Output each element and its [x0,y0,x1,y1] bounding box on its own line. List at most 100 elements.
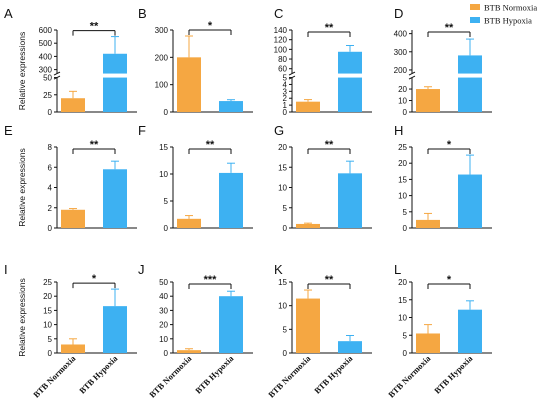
bar-normoxia [296,101,320,112]
panel-letter: I [4,262,8,277]
significance-label: ** [445,22,454,34]
panel-h: H 0 5 10 15 20 25 * [394,123,492,233]
y-axis-label: Relative expressions [17,148,27,226]
axis-break-mark [408,75,416,80]
y-tick-label: 300 [394,48,408,57]
bar-normoxia [61,344,85,353]
x-tick-label: BTB Hypoxia [312,353,355,396]
panel-letter: K [274,262,283,277]
legend-label-normoxia: BTB Normoxia [484,3,537,13]
panel-letter: C [274,6,283,21]
panel-letter: A [4,6,13,21]
y-tick-label: 0 [403,108,408,117]
panel-letter: J [138,262,145,277]
y-tick-label: 140 [274,26,288,35]
y-tick-label: 100 [155,81,169,90]
x-tick-label: BTB Normoxia [386,353,433,400]
bar-hypoxia [219,172,243,228]
x-tick-label: BTB Normoxia [31,353,78,400]
y-tick-label: 3 [283,87,288,96]
y-tick-label: 25 [398,143,407,152]
significance-label: * [447,274,452,286]
significance-label: ** [325,274,334,286]
y-tick-label: 5 [283,74,288,83]
panel-letter: B [138,6,147,21]
panel-k: K 0 5 10 15 BTB Normoxia BTB Hypoxia ** [266,262,372,400]
y-tick-label: 200 [394,66,408,75]
panel-e: E Relative expressions 0 2 4 6 8 ** [4,123,137,233]
x-tick-label: BTB Hypoxia [432,353,475,396]
y-tick-label: 600 [39,26,53,35]
y-tick-label: 300 [39,66,53,75]
bar-normoxia [416,219,440,228]
y-tick-label: 20 [398,159,407,168]
panel-b: B 0 100 200 300 * [138,6,253,117]
legend-swatch-hypoxia [470,17,480,23]
y-tick-label: 40 [159,292,168,301]
y-tick-label: 500 [39,39,53,48]
panel-letter: E [4,123,13,138]
y-tick-label: 5 [403,331,408,340]
panel-letter: L [394,262,401,277]
panel-l: L 0 5 10 15 20 BTB Normoxia BTB Hypoxia * [386,262,492,400]
y-tick-label: 15 [398,296,407,305]
y-tick-label: 10 [398,97,407,106]
y-tick-label: 200 [155,53,169,62]
y-tick-label: 15 [278,163,287,172]
y-tick-label: 5 [164,197,169,206]
y-tick-label: 10 [398,192,407,201]
bar-hypoxia [103,53,127,112]
panel-d: D 0 10 20 200 300 400 ** [394,6,492,117]
y-tick-label: 4 [48,184,53,193]
panel-j: J 0 10 20 30 40 50 BTB Normoxia BTB Hypoxia *** [138,262,253,400]
x-tick-label: BTB Normoxia [147,353,194,400]
axis-break-mark [408,71,416,76]
bar-normoxia [177,350,201,353]
bar-break-gap [102,73,128,78]
bar-normoxia [61,209,85,228]
x-tick-label: BTB Normoxia [266,353,313,400]
y-tick-label: 0 [283,108,288,117]
y-tick-label: 80 [278,55,287,64]
panel-g: G 0 5 10 15 20 ** [274,123,372,233]
bar-hypoxia [338,173,362,228]
y-axis-label: Relative expressions [17,278,27,356]
bar-break-gap [337,73,363,78]
y-tick-label: 0 [48,349,53,358]
y-tick-label: 0 [164,108,169,117]
y-tick-label: 25 [43,278,52,287]
y-tick-label: 100 [274,45,288,54]
significance-label: *** [204,274,218,286]
significance-label: ** [325,139,334,151]
y-tick-label: 10 [278,184,287,193]
y-tick-label: 15 [159,143,168,152]
y-tick-label: 0 [164,224,169,233]
y-tick-label: 0 [48,224,53,233]
significance-label: * [447,139,452,151]
panel-letter: H [394,123,403,138]
significance-label: * [92,273,97,285]
x-tick-label: BTB Hypoxia [77,353,120,396]
y-tick-label: 8 [48,143,53,152]
bar-normoxia [177,218,201,228]
bar-normoxia [177,57,201,112]
y-tick-label: 5 [48,335,53,344]
y-tick-label: 20 [398,85,407,94]
panel-letter: G [274,123,284,138]
significance-label: ** [90,21,99,33]
y-tick-label: 2 [48,204,53,213]
bar-hypoxia [338,341,362,353]
y-tick-label: 300 [155,26,169,35]
legend-label-hypoxia: BTB Hypoxia [484,16,532,26]
bar-normoxia [416,89,440,112]
bar-hypoxia [219,296,243,353]
y-tick-label: 5 [283,204,288,213]
y-tick-label: 15 [43,306,52,315]
y-tick-label: 30 [159,306,168,315]
significance-label: ** [325,22,334,34]
bar-normoxia [296,298,320,353]
y-tick-label: 20 [159,321,168,330]
y-tick-label: 0 [403,349,408,358]
